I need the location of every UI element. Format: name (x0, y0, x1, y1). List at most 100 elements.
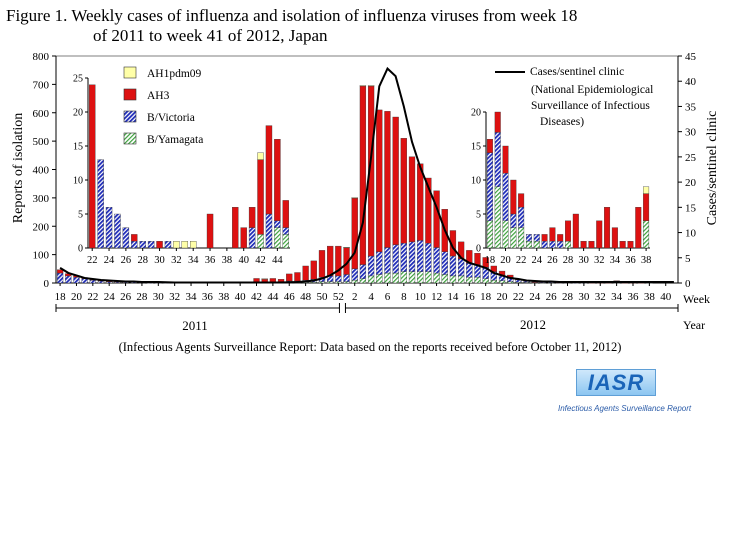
x-tick-label-10: 38 (218, 291, 230, 303)
inset1-bar-b-victoria-9 (164, 241, 172, 249)
inset2-y-tick-label-3: 15 (471, 142, 481, 153)
x-tick-label-14: 46 (284, 291, 296, 303)
x-tick-label-3: 24 (104, 291, 116, 303)
inset2-x-tick-label-0: 18 (485, 255, 496, 266)
main-bar-ah3-37 (359, 85, 367, 265)
y2-tick-label-1: 5 (685, 253, 691, 265)
y-tick-label-6: 600 (33, 108, 50, 120)
main-bar-b-victoria-47 (441, 251, 448, 275)
main-bar-b-victoria-39 (376, 251, 383, 275)
inset2-bar-b-yamagata-3 (510, 227, 517, 249)
inset2-y-tick-label-0: 0 (476, 244, 481, 255)
inset2-bar-b-yamagata-0 (486, 220, 493, 249)
main-bar-ah1pdm09-38 (367, 85, 375, 87)
inset2-bar-ah3-12 (580, 241, 587, 249)
inset2-bar-b-victoria-3 (510, 213, 517, 228)
inset1-x-tick-label-5: 32 (171, 255, 182, 266)
inset2-bar-b-victoria-2 (502, 173, 509, 221)
x-tick-label-27: 20 (497, 291, 509, 303)
main-bar-ah1pdm09-35 (343, 247, 350, 249)
main-bar-ah3-42 (400, 138, 407, 244)
inset2-x-tick-label-9: 36 (625, 255, 636, 266)
main-bar-b-yamagata-32 (318, 281, 326, 284)
x-tick-label-22: 10 (415, 291, 427, 303)
main-bar-b-victoria-35 (343, 274, 350, 282)
inset1-x-tick-label-11: 44 (272, 255, 283, 266)
y2-tick-label-5: 25 (685, 152, 697, 164)
x-tick-label-16: 50 (316, 291, 328, 303)
inset1-y-tick-label-4: 20 (73, 108, 83, 119)
main-bar-ah1pdm09-36 (351, 197, 358, 199)
x-tick-label-26: 18 (480, 291, 492, 303)
year-2011-label: 2011 (182, 318, 208, 333)
legend-note-line-2: Diseases) (540, 116, 584, 128)
y2-tick-label-0: 0 (685, 278, 691, 290)
legend-swatch-b-victoria (123, 110, 137, 123)
inset2-bar-b-victoria-0 (486, 152, 493, 221)
inset2-y-tick-label-1: 5 (476, 210, 481, 221)
inset2-bar-ah3-3 (510, 179, 517, 215)
x-tick-label-23: 12 (431, 291, 442, 303)
y2-tick-label-3: 15 (685, 202, 697, 214)
inset1-y-tick-label-3: 15 (73, 142, 83, 153)
x-tick-label-29: 24 (529, 291, 541, 303)
main-bar-b-yamagata-34 (335, 281, 342, 284)
main-bar-ah3-26 (269, 278, 277, 283)
inset1-bar-b-yamagata-22 (274, 227, 281, 249)
main-bar-b-yamagata-35 (343, 281, 350, 284)
main-bar-b-yamagata-36 (351, 279, 358, 284)
x-tick-label-4: 26 (120, 291, 132, 303)
main-bar-b-victoria-1 (65, 275, 72, 284)
y2-axis-label: Cases/sentinel clinic (705, 111, 720, 226)
inset1-bar-ah3-14 (206, 213, 214, 249)
inset2-x-tick-label-2: 22 (516, 255, 527, 266)
main-bar-b-yamagata-46 (433, 272, 440, 284)
main-bar-b-yamagata-33 (327, 281, 334, 284)
x-tick-label-36: 38 (644, 291, 656, 303)
legend-label-ah3: AH3 (147, 90, 170, 102)
inset2-bar-ah3-13 (588, 241, 595, 249)
main-bar-b-victoria-0 (56, 272, 64, 284)
main-bar-b-yamagata-55 (507, 281, 514, 284)
x-tick-label-11: 40 (235, 291, 247, 303)
main-bar-b-victoria-36 (351, 268, 358, 281)
inset2-x-tick-label-1: 20 (500, 255, 511, 266)
y-tick-label-4: 400 (33, 165, 50, 177)
inset1-bar-b-victoria-4 (122, 227, 130, 249)
main-bar-b-yamagata-43 (408, 271, 416, 284)
main-bar-b-yamagata-53 (490, 279, 497, 284)
main-bar-ah3-32 (318, 250, 326, 278)
main-bar-b-yamagata-41 (392, 272, 399, 284)
x-tick-label-15: 48 (300, 291, 312, 303)
x-tick-label-7: 32 (169, 291, 180, 303)
inset2-x-tick-label-10: 38 (641, 255, 652, 266)
inset2-bar-ah3-19 (635, 207, 642, 249)
inset2-bar-b-victoria-5 (525, 234, 532, 242)
inset2-bar-ah3-1 (494, 111, 501, 133)
y2-tick-label-6: 30 (685, 127, 697, 139)
inset1-x-tick-label-8: 38 (222, 255, 233, 266)
legend-note-line-1: Surveillance of Infectious (531, 100, 650, 112)
legend-label-b-yamagata: B/Yamagata (147, 134, 203, 146)
inset1-bar-ah3-22 (274, 139, 281, 221)
inset2-bar-ah3-16 (611, 227, 618, 249)
inset2-x-tick-label-3: 24 (532, 255, 543, 266)
inset1-x-tick-label-10: 42 (255, 255, 266, 266)
inset1-bar-ah3-20 (257, 159, 264, 235)
main-bar-b-victoria-43 (408, 241, 416, 272)
inset1-y-tick-label-2: 10 (73, 176, 83, 187)
main-plot: 0100200300400500600700800051015202530354… (33, 51, 697, 313)
inset2-bar-b-victoria-1 (494, 132, 501, 187)
inset2-bar-b-yamagata-5 (525, 241, 532, 249)
x-tick-label-31: 28 (562, 291, 574, 303)
legend-note-line-0: (National Epidemiological (531, 84, 653, 96)
x-tick-label-24: 14 (447, 291, 459, 303)
y-tick-label-3: 300 (33, 193, 50, 205)
y-tick-label-5: 500 (33, 136, 50, 148)
inset2-bar-ah3-4 (518, 193, 525, 208)
inset2-x-tick-label-5: 28 (563, 255, 574, 266)
y2-tick-label-4: 20 (685, 177, 697, 189)
inset1-bar-ah3-8 (156, 241, 163, 249)
main-bar-ah3-31 (310, 260, 317, 280)
